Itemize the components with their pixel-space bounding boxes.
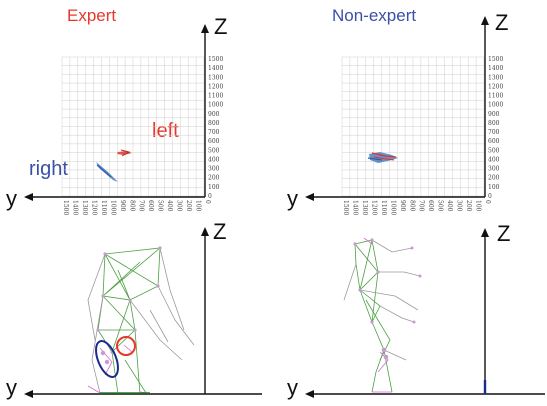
expert-z-tick-14: 100 — [208, 184, 220, 191]
non-expert-z-tick-1: 1400 — [488, 65, 503, 72]
non-expert-y-tick-11: 400 — [446, 200, 453, 212]
non-expert-grid — [341, 56, 485, 197]
non-expert-z-tick-2: 1300 — [488, 74, 503, 81]
skeleton-non-expert-y-axis-label: y — [287, 375, 298, 400]
expert-z-tick-6: 900 — [208, 111, 220, 118]
non-expert-z-tick-4: 1100 — [488, 93, 503, 100]
non-expert-y-tick-0: 1500 — [342, 200, 349, 215]
expert-z-tick-7: 800 — [208, 120, 220, 127]
non-expert-title: Non-expert — [332, 6, 417, 25]
non-expert-y-tick-3: 1200 — [370, 200, 377, 215]
non-expert-z-arrow — [481, 16, 489, 25]
non-expert-z-tick-9: 600 — [488, 138, 500, 145]
expert-left-trace — [117, 149, 132, 157]
expert-y-tick-13: 200 — [185, 200, 192, 212]
non-expert-y-arrow — [305, 193, 314, 201]
expert-y-tick-3: 1200 — [90, 200, 97, 215]
non-expert-y-tick-8: 700 — [418, 200, 425, 212]
expert-y-tick-1: 1400 — [71, 200, 78, 215]
non-expert-y-tick-4: 1100 — [380, 200, 387, 215]
expert-z-tick-12: 300 — [208, 166, 220, 173]
non-expert-z-tick-3: 1200 — [488, 83, 503, 90]
left-hand-highlight-circle — [116, 336, 136, 356]
expert-y-axis-label: y — [6, 186, 17, 211]
left-hand-label: left — [152, 120, 179, 142]
skeleton-expert-y-axis-label: y — [6, 375, 17, 400]
right-hand-highlight-ellipse — [95, 340, 119, 378]
non-expert-z-tick-12: 300 — [488, 166, 500, 173]
non-expert-y-axis-label: y — [287, 186, 298, 211]
expert-y-tick-8: 700 — [138, 200, 145, 212]
expert-z-ticks: 1500140013001200110010009008007006005004… — [208, 56, 223, 200]
expert-z-arrow — [201, 24, 209, 33]
expert-y-arrow — [24, 193, 33, 201]
skeleton-non-expert-z-arrow — [481, 228, 489, 237]
non-expert-y-tick-12: 300 — [456, 200, 463, 212]
expert-y-tick-0: 1500 — [62, 200, 69, 215]
skeleton-non-expert-y-arrow — [305, 390, 314, 398]
skeleton-expert-figure — [87, 246, 195, 395]
non-expert-z-tick-15: 0 — [488, 193, 492, 200]
non-expert-y-tick-13: 200 — [465, 200, 472, 212]
non-expert-y-tick-10: 500 — [437, 200, 444, 212]
expert-y-tick-7: 800 — [128, 200, 135, 212]
expert-y-tick-11: 400 — [166, 200, 173, 212]
expert-z-tick-13: 200 — [208, 175, 220, 182]
right-hand-label: right — [29, 158, 68, 180]
non-expert-z-ticks: 1500140013001200110010009008007006005004… — [488, 56, 503, 200]
expert-z-tick-9: 600 — [208, 138, 220, 145]
non-expert-z-tick-10: 500 — [488, 147, 500, 154]
non-expert-z-tick-6: 900 — [488, 111, 500, 118]
skeleton-expert-y-arrow — [24, 390, 33, 398]
expert-z-tick-10: 500 — [208, 147, 220, 154]
expert-y-tick-12: 300 — [176, 200, 183, 212]
non-expert-y-tick-5: 1000 — [389, 200, 396, 215]
non-expert-y-tick-15: 0 — [484, 200, 491, 204]
expert-z-tick-1: 1400 — [208, 65, 223, 72]
non-expert-z-tick-5: 1000 — [488, 102, 503, 109]
non-expert-z-axis-label: Z — [495, 10, 509, 35]
expert-title: Expert — [67, 6, 117, 25]
non-expert-z-tick-8: 700 — [488, 129, 500, 136]
expert-y-tick-2: 1300 — [81, 200, 88, 215]
expert-right-trace — [96, 162, 118, 182]
expert-y-tick-15: 0 — [204, 200, 211, 204]
non-expert-z-tick-11: 400 — [488, 156, 500, 163]
expert-y-tick-5: 1000 — [109, 200, 116, 215]
expert-z-tick-4: 1100 — [208, 93, 223, 100]
expert-y-tick-10: 500 — [157, 200, 164, 212]
skeleton-non-expert-figure — [343, 237, 422, 393]
skeleton-expert-z-axis-label: Z — [213, 219, 227, 244]
expert-y-tick-6: 900 — [119, 200, 126, 212]
expert-z-axis-label: Z — [214, 14, 228, 39]
expert-z-tick-5: 1000 — [208, 102, 223, 109]
expert-y-tick-14: 100 — [195, 200, 202, 212]
non-expert-z-tick-0: 1500 — [488, 56, 503, 63]
non-expert-y-tick-6: 900 — [399, 200, 406, 212]
non-expert-y-tick-14: 100 — [475, 200, 482, 212]
non-expert-y-tick-7: 800 — [408, 200, 415, 212]
non-expert-z-tick-14: 100 — [488, 184, 500, 191]
non-expert-z-tick-13: 200 — [488, 175, 500, 182]
expert-grid — [61, 56, 205, 197]
skeleton-expert-z-arrow — [201, 227, 209, 236]
expert-z-tick-3: 1200 — [208, 83, 223, 90]
expert-z-tick-0: 1500 — [208, 56, 223, 63]
expert-y-tick-4: 1100 — [100, 200, 107, 215]
skeleton-non-expert-z-axis-label: Z — [497, 221, 511, 246]
non-expert-y-ticks: 1500 1400 1300 1200 1100 1000 900 800 700 600 500 4… — [342, 200, 491, 215]
expert-z-tick-2: 1300 — [208, 74, 223, 81]
non-expert-y-tick-2: 1300 — [361, 200, 368, 215]
non-expert-y-tick-9: 600 — [427, 200, 434, 212]
expert-z-tick-15: 0 — [208, 193, 212, 200]
expert-y-tick-9: 600 — [147, 200, 154, 212]
expert-z-tick-8: 700 — [208, 129, 220, 136]
non-expert-z-tick-7: 800 — [488, 120, 500, 127]
expert-y-ticks: 1500 1400 1300 1200 1100 1000 900 800 700 600 500 4… — [62, 200, 211, 215]
non-expert-y-tick-1: 1400 — [351, 200, 358, 215]
expert-z-tick-11: 400 — [208, 156, 220, 163]
non-expert-hand-traces — [367, 152, 398, 163]
